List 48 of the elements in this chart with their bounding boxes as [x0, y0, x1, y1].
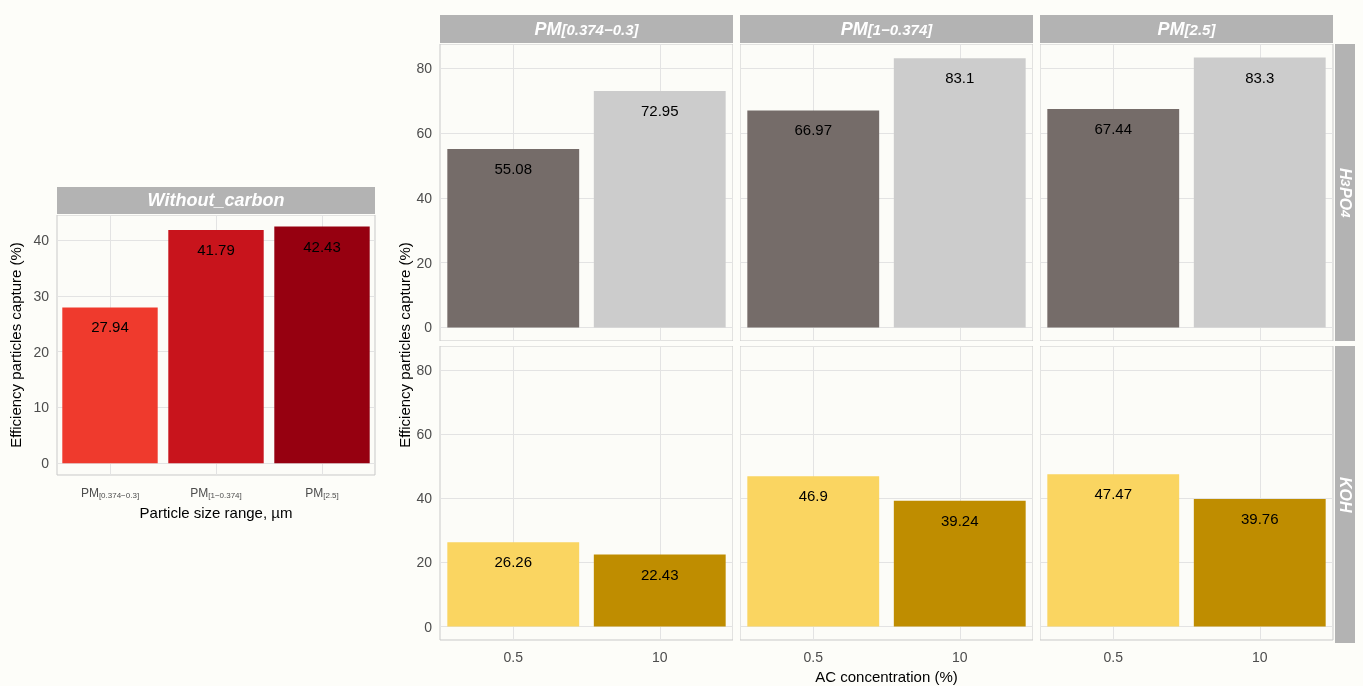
data-label: 27.94 — [91, 318, 129, 336]
data-label: 39.24 — [940, 511, 979, 529]
y-tick-label: 80 — [416, 362, 433, 379]
x-tick-label: 10 — [951, 649, 968, 665]
data-label: 42.43 — [303, 237, 341, 255]
data-label: 83.1 — [945, 69, 975, 87]
data-label: 66.97 — [794, 121, 833, 139]
y-tick-label: 30 — [33, 287, 50, 304]
y-tick-label: 20 — [416, 254, 433, 271]
data-label: 83.3 — [1245, 68, 1275, 86]
y-axis-title: Efficiency particles capture (%) — [6, 242, 24, 448]
x-tick-label: 10 — [1251, 649, 1268, 665]
data-label: 46.9 — [798, 487, 828, 505]
data-label: 39.76 — [1240, 510, 1279, 528]
x-tick-label: 0.5 — [503, 649, 524, 665]
x-tick-label: 0.5 — [1103, 649, 1124, 665]
data-label: 67.44 — [1094, 119, 1133, 137]
bar — [168, 230, 264, 464]
y-tick-label: 0 — [424, 319, 433, 336]
chart-title: Without_carbon — [57, 187, 375, 214]
data-label: 22.43 — [640, 565, 679, 583]
x-axis-title: AC concentration (%) — [815, 667, 958, 685]
data-label: 47.47 — [1094, 485, 1133, 503]
y-tick-label: 20 — [416, 554, 433, 571]
y-tick-label: 40 — [416, 189, 433, 206]
x-tick-label: PM[0.374−0.3] — [80, 486, 140, 500]
data-label: 26.26 — [494, 553, 533, 571]
data-label: 41.79 — [197, 241, 235, 259]
text: KOH — [1335, 346, 1355, 643]
x-tick-label: PM[1−0.374] — [190, 486, 242, 500]
y-tick-label: 60 — [416, 125, 433, 142]
data-label: 72.95 — [640, 102, 679, 120]
y-axis-title: Efficiency particles capture (%) — [395, 242, 413, 448]
x-tick-label: PM[2.5] — [305, 486, 339, 500]
y-tick-label: 40 — [33, 232, 50, 249]
y-tick-label: 0 — [424, 618, 433, 635]
data-label: 55.08 — [494, 160, 533, 177]
x-axis-title: Particle size range, µm — [139, 504, 293, 521]
x-tick-label: 10 — [651, 649, 668, 665]
y-tick-label: 80 — [416, 60, 433, 77]
y-tick-label: 60 — [416, 426, 433, 443]
bar — [274, 226, 370, 464]
x-tick-label: 0.5 — [803, 649, 824, 665]
bar — [62, 307, 158, 464]
y-tick-label: 0 — [41, 455, 50, 472]
y-tick-label: 20 — [33, 343, 50, 360]
y-tick-label: 40 — [416, 490, 433, 507]
y-tick-label: 10 — [33, 399, 50, 416]
